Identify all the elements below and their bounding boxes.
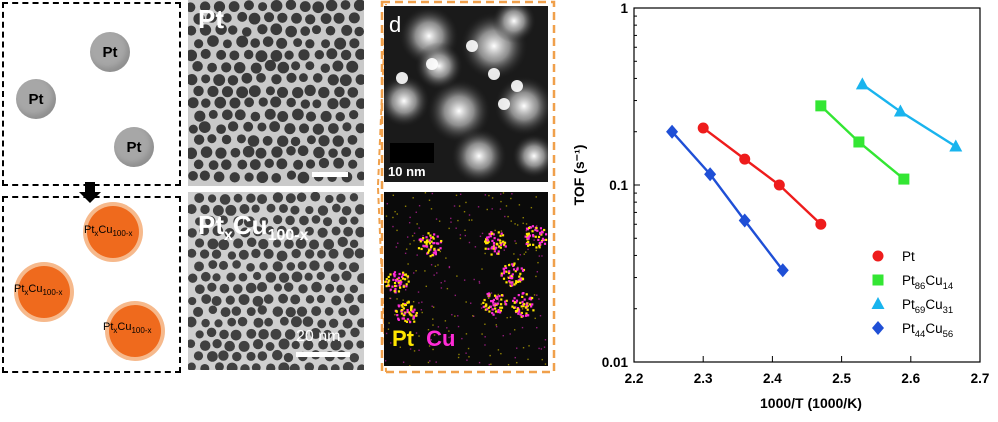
data-point (872, 250, 884, 262)
data-point (898, 173, 910, 185)
data-point (853, 136, 865, 148)
data-point (949, 139, 963, 152)
fit-line (702, 127, 822, 226)
pt-particle-label: Pt (126, 138, 142, 156)
alloy-particle-label: PtxCu100-x (14, 283, 63, 298)
fit-line (671, 130, 784, 271)
tof-arrhenius-chart: 2.2 2.3 2.4 2.5 2.6 2.7 0.01 0.1 1 1000/T (1000/K… (571, 1, 990, 411)
data-point (739, 153, 751, 165)
data-point (871, 297, 885, 309)
fit-line (861, 83, 957, 148)
data-point (815, 100, 827, 112)
data-point (697, 122, 709, 134)
x-axis-label: 1000/T (1000/K) (760, 395, 862, 411)
x-tick-label: 2.4 (763, 371, 782, 386)
eds-particle (484, 231, 507, 256)
legend-label: Pt44Cu56 (902, 321, 953, 340)
data-point (773, 179, 785, 191)
alloy-particle-label: PtxCu100-x (84, 224, 133, 239)
scale-bar (296, 352, 350, 357)
pt-particle: Pt (16, 79, 56, 119)
scale-bar (390, 143, 434, 163)
scale-bar (312, 172, 348, 177)
panel-letter: d (389, 12, 402, 37)
x-tick-label: 2.5 (832, 371, 851, 386)
eds-particle (384, 271, 410, 294)
alloy-particle (18, 266, 70, 318)
pt-particle: Pt (90, 32, 130, 72)
eds-particle (394, 300, 418, 324)
series-3: Pt44Cu56 (666, 124, 953, 340)
data-point (872, 274, 884, 286)
x-tick-label: 2.2 (625, 371, 644, 386)
alloy-particle-label: PtxCu100-x (103, 321, 152, 336)
y-tick-label: 0.01 (602, 355, 629, 370)
tem-pt-label: Pt (198, 4, 224, 34)
x-tick-label: 2.7 (971, 371, 990, 386)
eds-legend-pt: Pt (392, 326, 414, 351)
tem-image-pt: Pt (188, 0, 364, 186)
scale-bar-label: 20 nm (296, 328, 341, 345)
y-tick-label: 1 (620, 1, 628, 16)
eds-particle (511, 292, 535, 318)
data-point (704, 167, 717, 182)
eds-particle (500, 262, 526, 287)
tem-ptcu-label: PtxCu100-x (198, 210, 309, 245)
data-point (855, 77, 869, 90)
haadf-image: d 10 nm (384, 6, 548, 182)
nanoparticle-texture (188, 0, 364, 184)
data-point (738, 213, 751, 228)
eds-legend-cu: Cu (426, 326, 456, 351)
alloy-particle (87, 206, 139, 258)
y-tick-label: 0.1 (609, 178, 628, 193)
data-point (666, 124, 679, 139)
pt-particle: Pt (114, 127, 154, 167)
eds-particle (524, 225, 548, 249)
haadf-particles (384, 6, 548, 182)
series-2: Pt69Cu31 (855, 77, 963, 316)
legend-label: Pt86Cu14 (902, 273, 953, 292)
series-1: Pt86Cu14 (815, 100, 953, 292)
tem-image-ptcu: PtxCu100-x 20 nm (188, 192, 364, 370)
eds-map: Pt Cu (384, 192, 548, 366)
x-tick-label: 2.6 (901, 371, 920, 386)
nanoparticle-texture (188, 192, 364, 370)
scale-bar-label: 10 nm (388, 164, 426, 179)
schematic-bottom-box (2, 196, 181, 373)
eds-speckles (384, 192, 548, 366)
legend-label: Pt69Cu31 (902, 297, 953, 316)
data-point (776, 263, 789, 278)
eds-particle (417, 232, 443, 258)
pt-particle-label: Pt (28, 90, 44, 108)
eds-particle (482, 292, 508, 316)
eds-legend: Pt Cu (392, 326, 455, 352)
data-point (893, 104, 907, 117)
series-0: Pt (697, 122, 915, 264)
x-tick-label: 2.3 (694, 371, 713, 386)
pt-particle-label: Pt (102, 43, 118, 61)
data-point (815, 218, 827, 230)
y-axis-label: TOF (s⁻¹) (571, 145, 587, 206)
legend-label: Pt (902, 249, 915, 264)
data-point (872, 321, 884, 335)
alloy-particle (109, 305, 161, 357)
